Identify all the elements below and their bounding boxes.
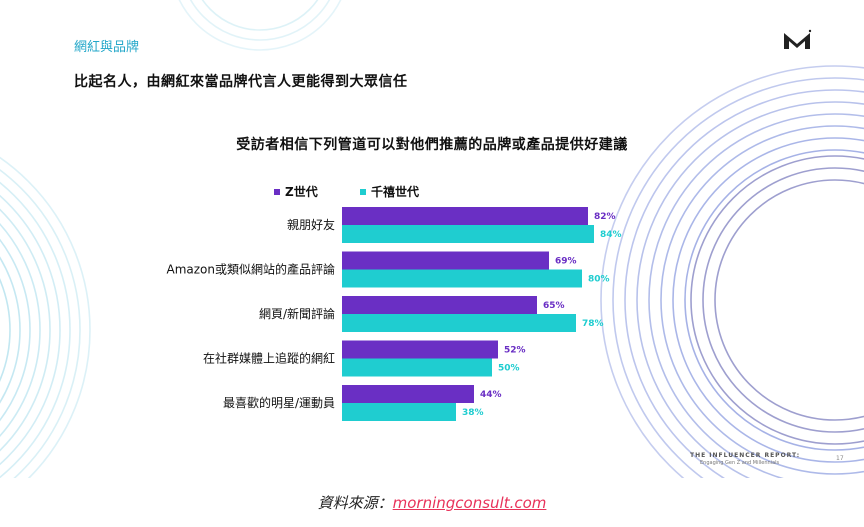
slide-headline: 比起名人，由網紅來當品牌代言人更能得到大眾信任 xyxy=(74,74,408,90)
source-line: 資料來源：morningconsult.com xyxy=(0,492,864,513)
report-subtitle: Engaging Gen Z and Millennials xyxy=(700,460,780,466)
category-label: 網頁/新聞評論 xyxy=(259,306,335,321)
morning-consult-logo-icon xyxy=(784,29,812,49)
value-label: 82% xyxy=(594,212,616,222)
legend-label: 千禧世代 xyxy=(371,184,419,199)
bar xyxy=(342,251,549,270)
category-label: Amazon或類似網站的產品評論 xyxy=(167,262,336,277)
value-label: 80% xyxy=(588,275,610,285)
chart-title: 受訪者相信下列管道可以對他們推薦的品牌或產品提供好建議 xyxy=(236,137,628,153)
legend-marker xyxy=(274,189,280,195)
bar xyxy=(342,340,498,359)
value-label: 44% xyxy=(480,390,502,400)
report-brand: THE INFLUENCER REPORT: xyxy=(690,452,801,459)
bar xyxy=(342,403,456,421)
value-label: 38% xyxy=(462,408,484,418)
category-label: 在社群媒體上追蹤的網紅 xyxy=(203,351,335,366)
bar xyxy=(342,358,492,377)
value-label: 84% xyxy=(600,230,622,240)
bar xyxy=(342,269,582,288)
slide: 網紅與品牌 比起名人，由網紅來當品牌代言人更能得到大眾信任 受訪者相信下列管道可… xyxy=(0,0,864,478)
legend-marker xyxy=(360,189,366,195)
legend-label: Z世代 xyxy=(285,184,318,199)
bar xyxy=(342,207,588,225)
source-label: 資料來源： xyxy=(317,494,393,512)
category-label: 親朋好友 xyxy=(287,218,335,232)
bar xyxy=(342,385,474,403)
bar xyxy=(342,225,594,243)
value-label: 69% xyxy=(555,257,577,267)
bar xyxy=(342,314,576,332)
value-label: 65% xyxy=(543,301,565,311)
section-title: 網紅與品牌 xyxy=(74,40,140,55)
decorative-rings xyxy=(0,0,864,478)
page-number: 17 xyxy=(836,455,844,462)
bar xyxy=(342,296,537,314)
category-label: 最喜歡的明星/運動員 xyxy=(223,395,335,410)
value-label: 52% xyxy=(504,346,526,356)
value-label: 78% xyxy=(582,319,604,329)
value-label: 50% xyxy=(498,364,520,374)
source-link[interactable]: morningconsult.com xyxy=(392,494,547,512)
